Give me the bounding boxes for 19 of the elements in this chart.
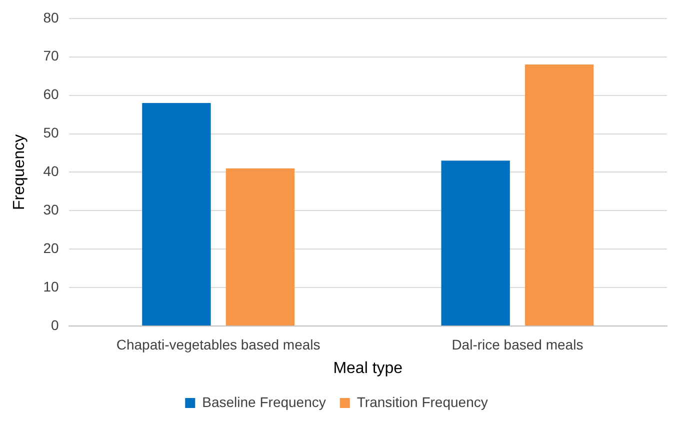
- y-tick-label: 10: [43, 278, 59, 294]
- y-tick-label: 40: [43, 163, 59, 180]
- legend-label: Baseline Frequency: [202, 394, 326, 410]
- x-tick-label: Chapati-vegetables based meals: [116, 336, 320, 352]
- bar: [441, 160, 510, 326]
- x-tick-label: Dal-rice based meals: [452, 336, 584, 352]
- x-axis-title: Meal type: [333, 360, 403, 377]
- y-tick-label: 50: [43, 124, 59, 141]
- y-tick-label: 80: [43, 9, 59, 26]
- y-tick-label: 60: [43, 86, 59, 102]
- y-tick-label: 70: [43, 48, 59, 64]
- y-tick-label: 0: [50, 316, 59, 333]
- bar: [142, 102, 211, 326]
- y-axis-title: Frequency: [11, 134, 28, 210]
- bar: [524, 64, 594, 326]
- legend-label: Transition Frequency: [356, 394, 488, 410]
- bar: [226, 168, 295, 326]
- y-tick-label: 20: [43, 240, 59, 256]
- y-tick-label: 30: [43, 202, 59, 218]
